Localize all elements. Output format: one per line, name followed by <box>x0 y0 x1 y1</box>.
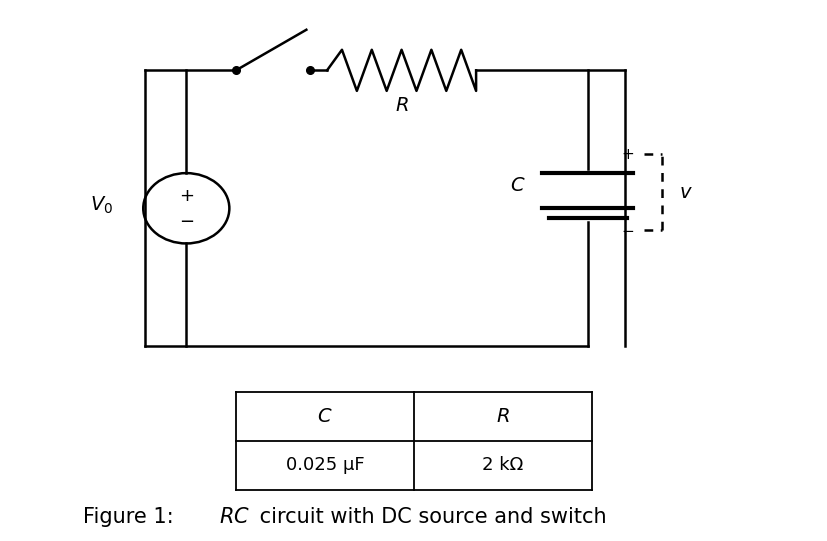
Text: $R$: $R$ <box>495 407 509 426</box>
Text: $V_0$: $V_0$ <box>90 195 113 216</box>
Text: $-$: $-$ <box>179 211 194 229</box>
Text: $\mathit{RC}$: $\mathit{RC}$ <box>219 507 250 527</box>
Text: $-$: $-$ <box>620 222 633 237</box>
Text: 2 kΩ: 2 kΩ <box>482 456 523 474</box>
Text: $C$: $C$ <box>509 176 524 195</box>
Text: 0.025 μF: 0.025 μF <box>285 456 364 474</box>
Text: $v$: $v$ <box>678 182 691 202</box>
Text: $R$: $R$ <box>394 96 408 115</box>
Text: $+$: $+$ <box>179 187 194 206</box>
Text: circuit with DC source and switch: circuit with DC source and switch <box>252 507 605 527</box>
Text: $C$: $C$ <box>317 407 332 426</box>
Text: $+$: $+$ <box>620 147 633 162</box>
Text: Figure 1:: Figure 1: <box>83 507 186 527</box>
